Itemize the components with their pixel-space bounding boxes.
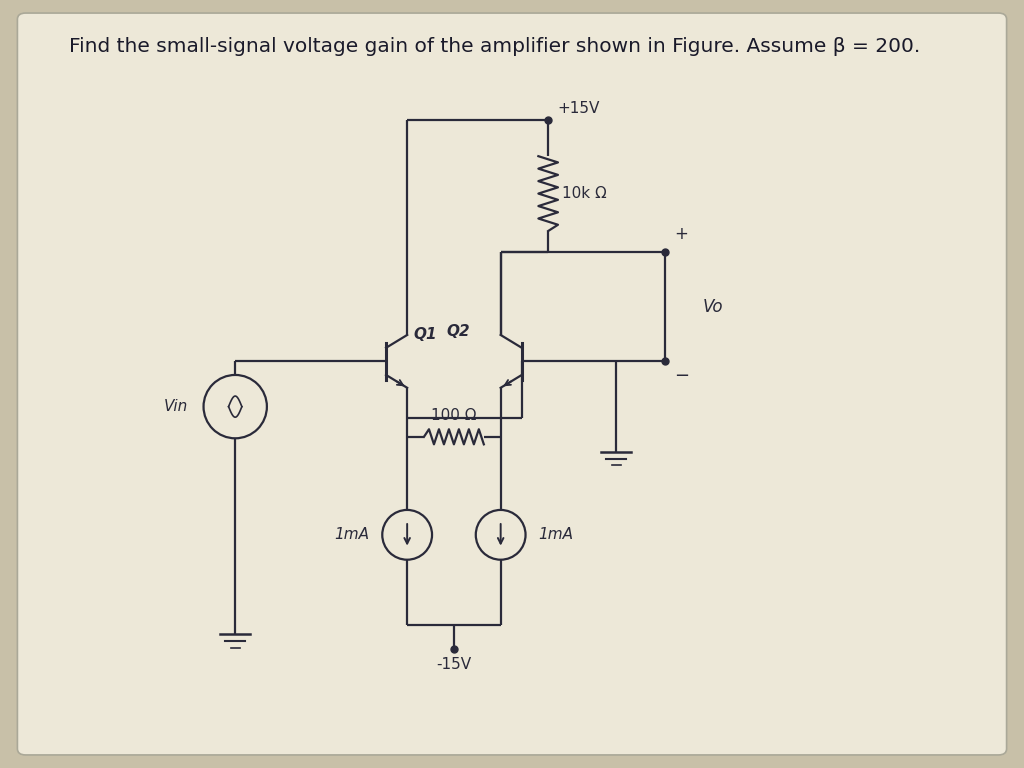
Text: Vo: Vo bbox=[702, 298, 723, 316]
Text: Find the small-signal voltage gain of the amplifier shown in Figure. Assume β = : Find the small-signal voltage gain of th… bbox=[70, 37, 921, 56]
Text: Q2: Q2 bbox=[446, 324, 470, 339]
Text: 1mA: 1mA bbox=[539, 528, 573, 542]
Text: Q1: Q1 bbox=[414, 327, 437, 343]
Text: +: + bbox=[674, 225, 688, 243]
Text: 10k Ω: 10k Ω bbox=[562, 186, 606, 201]
Text: 1mA: 1mA bbox=[335, 528, 370, 542]
Text: −: − bbox=[674, 367, 689, 386]
Text: -15V: -15V bbox=[436, 657, 471, 672]
Text: Vin: Vin bbox=[164, 399, 188, 414]
Text: 100 Ω: 100 Ω bbox=[431, 409, 476, 423]
Text: +15V: +15V bbox=[557, 101, 600, 116]
